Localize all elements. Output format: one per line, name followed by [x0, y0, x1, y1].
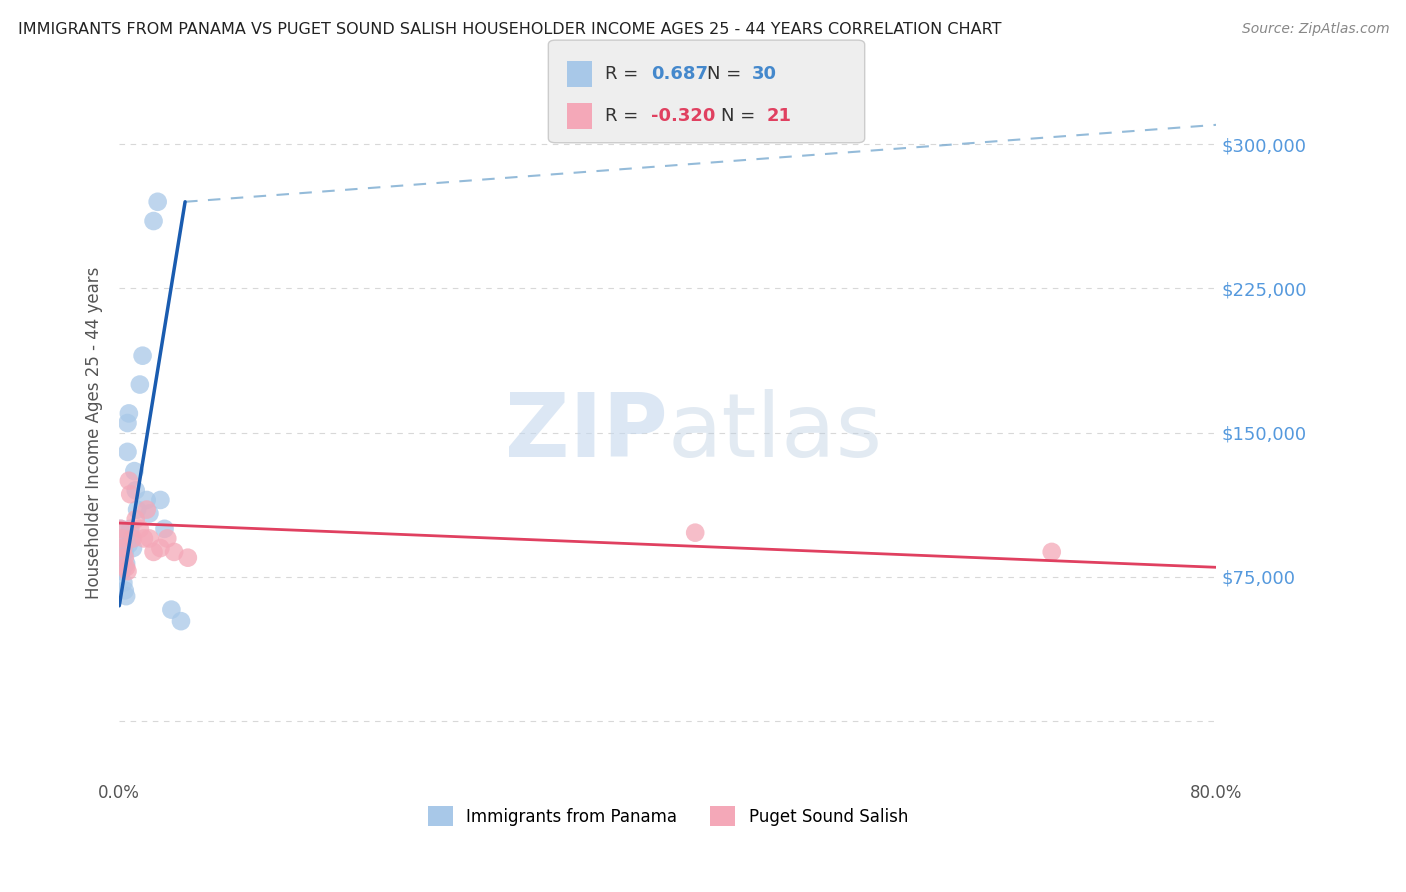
Text: R =: R =: [605, 65, 644, 83]
Point: [111, 564, 134, 578]
Point: [142, 214, 165, 228]
Point: [128, 377, 150, 392]
Point: [117, 564, 139, 578]
Text: R =: R =: [605, 107, 644, 125]
Point: [118, 474, 141, 488]
Point: [124, 464, 146, 478]
Point: [1040, 545, 1063, 559]
Point: [122, 541, 145, 555]
Point: [149, 493, 172, 508]
Point: [118, 406, 141, 420]
Point: [135, 493, 157, 508]
Point: [115, 589, 138, 603]
Text: 21: 21: [766, 107, 792, 125]
Text: 30: 30: [752, 65, 778, 83]
Point: [170, 614, 193, 628]
Point: [121, 532, 143, 546]
Point: [127, 502, 149, 516]
Point: [131, 349, 153, 363]
Point: [110, 550, 132, 565]
Point: [120, 522, 142, 536]
Text: N =: N =: [707, 65, 747, 83]
Point: [115, 557, 138, 571]
Text: atlas: atlas: [668, 389, 883, 476]
Point: [110, 522, 132, 536]
Point: [163, 545, 186, 559]
Point: [120, 487, 142, 501]
Point: [138, 532, 160, 546]
Point: [138, 507, 160, 521]
Point: [149, 541, 172, 555]
Point: [142, 545, 165, 559]
Text: 0.687: 0.687: [651, 65, 709, 83]
Legend: Immigrants from Panama, Puget Sound Salish: Immigrants from Panama, Puget Sound Sali…: [420, 799, 915, 833]
Point: [122, 532, 145, 546]
Point: [125, 512, 148, 526]
Point: [114, 583, 136, 598]
Point: [153, 522, 176, 536]
Text: Source: ZipAtlas.com: Source: ZipAtlas.com: [1241, 22, 1389, 37]
Point: [132, 532, 155, 546]
Point: [111, 532, 134, 546]
Point: [112, 541, 135, 555]
Point: [114, 545, 136, 559]
Point: [110, 522, 132, 536]
Point: [125, 483, 148, 498]
Point: [177, 550, 200, 565]
Point: [112, 532, 135, 546]
Point: [135, 502, 157, 516]
Y-axis label: Householder Income Ages 25 - 44 years: Householder Income Ages 25 - 44 years: [86, 267, 103, 599]
Text: IMMIGRANTS FROM PANAMA VS PUGET SOUND SALISH HOUSEHOLDER INCOME AGES 25 - 44 YEA: IMMIGRANTS FROM PANAMA VS PUGET SOUND SA…: [18, 22, 1002, 37]
Point: [112, 575, 135, 590]
Text: N =: N =: [721, 107, 761, 125]
Point: [111, 541, 134, 555]
Point: [146, 194, 169, 209]
Point: [128, 522, 150, 536]
Point: [118, 537, 141, 551]
Point: [156, 532, 179, 546]
Point: [114, 550, 136, 565]
Text: -0.320: -0.320: [651, 107, 716, 125]
Point: [115, 560, 138, 574]
Text: ZIP: ZIP: [505, 389, 668, 476]
Point: [683, 525, 706, 540]
Point: [117, 445, 139, 459]
Point: [117, 416, 139, 430]
Point: [160, 602, 183, 616]
